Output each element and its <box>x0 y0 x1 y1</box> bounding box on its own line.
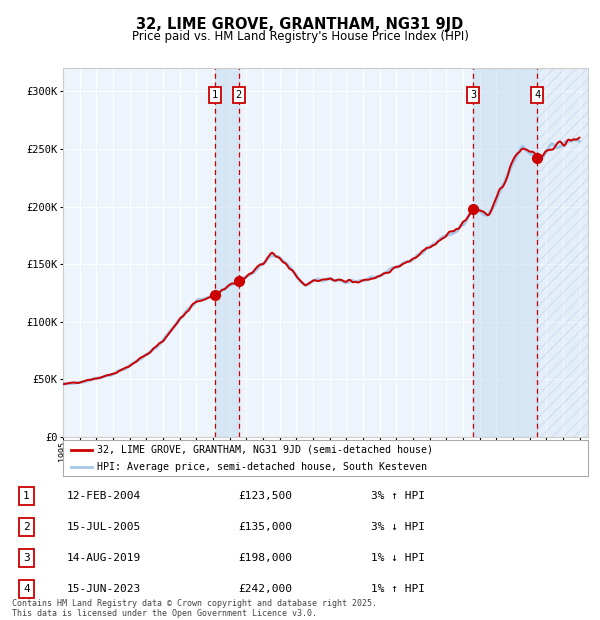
Text: 15-JUN-2023: 15-JUN-2023 <box>67 584 141 594</box>
Text: 1% ↓ HPI: 1% ↓ HPI <box>371 553 425 563</box>
Text: 14-AUG-2019: 14-AUG-2019 <box>67 553 141 563</box>
Text: 32, LIME GROVE, GRANTHAM, NG31 9JD (semi-detached house): 32, LIME GROVE, GRANTHAM, NG31 9JD (semi… <box>97 445 433 454</box>
Text: 3% ↓ HPI: 3% ↓ HPI <box>371 522 425 532</box>
Text: £242,000: £242,000 <box>238 584 292 594</box>
Text: Contains HM Land Registry data © Crown copyright and database right 2025.
This d: Contains HM Land Registry data © Crown c… <box>12 599 377 618</box>
Text: 1% ↑ HPI: 1% ↑ HPI <box>371 584 425 594</box>
Bar <box>538 68 588 437</box>
Text: HPI: Average price, semi-detached house, South Kesteven: HPI: Average price, semi-detached house,… <box>97 461 427 472</box>
Text: 15-JUL-2005: 15-JUL-2005 <box>67 522 141 532</box>
Text: 4: 4 <box>534 90 541 100</box>
Text: 12-FEB-2004: 12-FEB-2004 <box>67 491 141 501</box>
Text: 4: 4 <box>23 584 30 594</box>
Text: 2: 2 <box>23 522 30 532</box>
Text: £123,500: £123,500 <box>238 491 292 501</box>
Text: £198,000: £198,000 <box>238 553 292 563</box>
Text: £135,000: £135,000 <box>238 522 292 532</box>
Text: 3: 3 <box>23 553 30 563</box>
Text: 3: 3 <box>470 90 476 100</box>
Bar <box>473 68 538 437</box>
Text: Price paid vs. HM Land Registry's House Price Index (HPI): Price paid vs. HM Land Registry's House … <box>131 30 469 43</box>
Bar <box>215 68 239 437</box>
Text: 32, LIME GROVE, GRANTHAM, NG31 9JD: 32, LIME GROVE, GRANTHAM, NG31 9JD <box>136 17 464 32</box>
Text: 1: 1 <box>212 90 218 100</box>
Text: 3% ↑ HPI: 3% ↑ HPI <box>371 491 425 501</box>
Text: 2: 2 <box>236 90 242 100</box>
Text: 1: 1 <box>23 491 30 501</box>
